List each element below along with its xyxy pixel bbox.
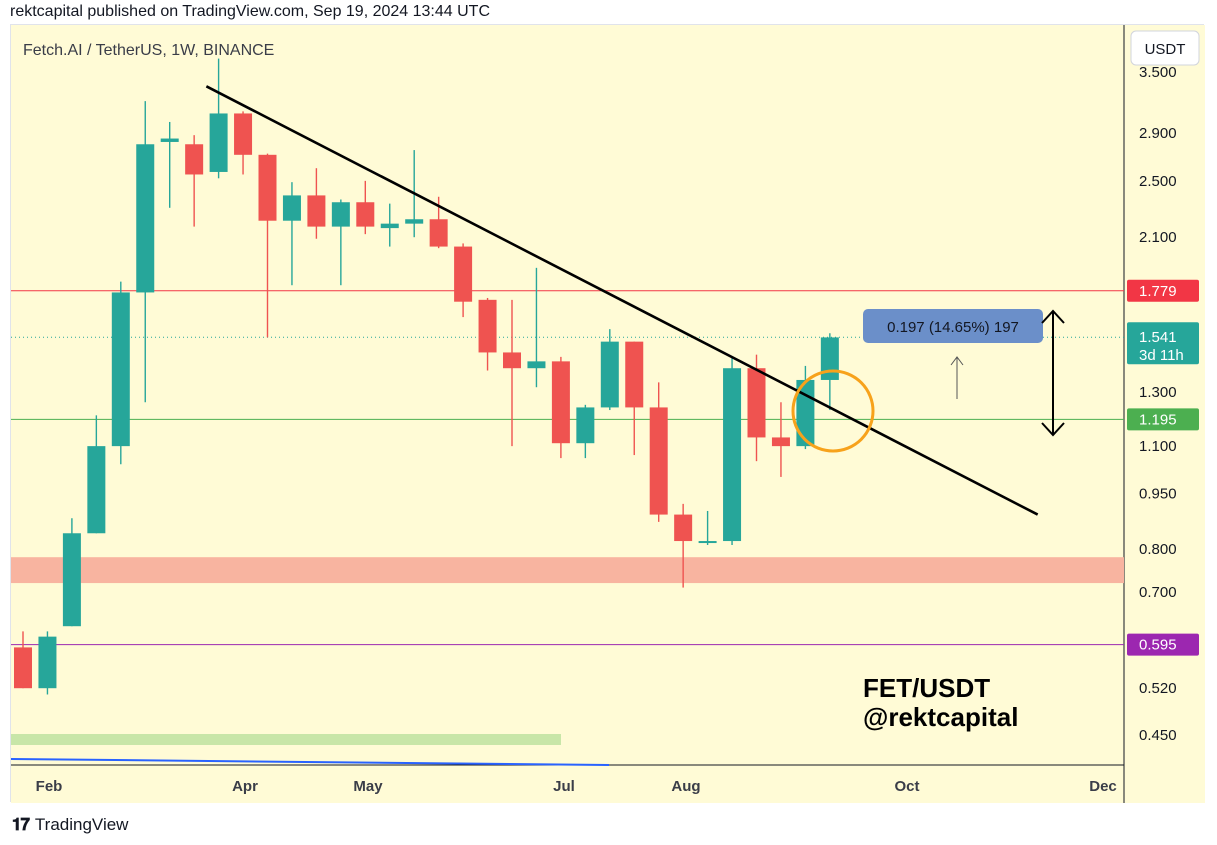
measure-arrow-down-head [1041, 422, 1065, 437]
measure-label: 0.197 (14.65%) 197 [887, 319, 1019, 336]
candle-body-bull[interactable] [820, 337, 839, 380]
candle-body-bear[interactable] [356, 202, 375, 227]
candle-body-bull[interactable] [209, 113, 228, 172]
candle-body-bull[interactable] [576, 407, 595, 444]
price-tick-label: 0.950 [1139, 485, 1177, 502]
price-tick-label: 1.300 [1139, 384, 1177, 401]
countdown-label: 3d 11h [1139, 347, 1184, 364]
breakout-circle [791, 369, 875, 453]
tradingview-logo-icon: 𝟏𝟕 [12, 815, 30, 834]
level-label: 1.779 [1139, 283, 1177, 300]
candle-body-bull[interactable] [600, 341, 619, 408]
tradingview-brand: TradingView [34, 815, 129, 834]
price-tick-label: 0.520 [1139, 680, 1177, 697]
candle-body-bull[interactable] [160, 138, 179, 142]
candle-body-bull[interactable] [62, 533, 81, 627]
candle-body-bull[interactable] [331, 202, 350, 227]
candle-body-bear[interactable] [429, 219, 448, 247]
time-tick-label: Aug [671, 778, 700, 795]
time-tick-label: Feb [36, 778, 63, 795]
time-tick-label: Dec [1089, 778, 1117, 795]
price-chart[interactable]: 0.197 (14.65%) 197 Fetch.AI / TetherUS, 1… [11, 25, 1205, 803]
currency-button[interactable] [1130, 30, 1200, 66]
candle-body-bear[interactable] [307, 195, 326, 227]
thin-up-arrow-head [950, 356, 964, 366]
candle-body-bull[interactable] [111, 292, 130, 447]
watermark-pair: FET/USDT [863, 673, 990, 703]
candle-body-bull[interactable] [87, 446, 106, 534]
candle-body-bear[interactable] [674, 514, 693, 542]
time-tick-label: Apr [232, 778, 258, 795]
level-label-bg [1127, 279, 1199, 302]
last-price-label-bg [1127, 322, 1199, 365]
candle-body-bull[interactable] [698, 541, 717, 544]
price-tick-label: 1.100 [1139, 438, 1177, 455]
support-zone [11, 557, 1124, 584]
green-overlay-bar [11, 734, 561, 745]
candle-body-bear[interactable] [747, 368, 766, 438]
price-tick-label: 2.100 [1139, 229, 1177, 246]
candle-body-bull[interactable] [38, 636, 57, 689]
candle-body-bull[interactable] [723, 368, 742, 542]
price-tick-label: 2.900 [1139, 125, 1177, 142]
candle-body-bear[interactable] [771, 437, 790, 447]
candle-body-bear[interactable] [234, 113, 253, 155]
candle-body-bull[interactable] [136, 144, 155, 293]
price-tick-label: 2.500 [1139, 173, 1177, 190]
last-price-label: 1.541 [1139, 329, 1177, 346]
level-label-bg [1127, 408, 1199, 431]
price-tick-label: 0.700 [1139, 584, 1177, 601]
candle-body-bull[interactable] [282, 195, 301, 221]
price-tick-label: 0.800 [1139, 541, 1177, 558]
time-axis-background [11, 765, 1124, 803]
time-tick-label: May [353, 778, 383, 795]
time-tick-label: Oct [894, 778, 919, 795]
chart-frame[interactable]: 0.197 (14.65%) 197 Fetch.AI / TetherUS, 1… [10, 24, 1205, 803]
candle-body-bear[interactable] [625, 341, 644, 408]
price-tick-label: 3.500 [1139, 64, 1177, 81]
level-label: 1.195 [1139, 411, 1177, 428]
candle-body-bear[interactable] [185, 144, 204, 175]
publisher-header: rektcapital published on TradingView.com… [10, 3, 490, 20]
candle-body-bear[interactable] [454, 246, 473, 302]
blue-overlay-line [11, 758, 610, 766]
candle-body-bear[interactable] [503, 352, 521, 369]
candle-body-bull[interactable] [380, 223, 399, 229]
candle-body-bull[interactable] [527, 361, 546, 369]
tradingview-footer[interactable]: 𝟏𝟕 TradingView [12, 815, 128, 835]
candle-body-bear[interactable] [258, 154, 277, 221]
trendline[interactable] [205, 85, 1039, 516]
watermark-author: @rektcapital [863, 702, 1018, 732]
chart-title: Fetch.AI / TetherUS, 1W, BINANCE [23, 42, 274, 59]
currency-button-label: USDT [1145, 41, 1186, 58]
candle-body-bear[interactable] [649, 407, 668, 515]
candle-body-bear[interactable] [478, 299, 497, 353]
time-tick-label: Jul [553, 778, 575, 795]
candle-body-bear[interactable] [14, 647, 32, 689]
measure-arrow-up-head [1041, 309, 1065, 324]
candle-body-bear[interactable] [551, 361, 570, 444]
level-label: 0.595 [1139, 637, 1177, 654]
level-label-bg [1127, 633, 1199, 656]
price-tick-label: 0.450 [1139, 727, 1177, 744]
candle-body-bull[interactable] [405, 219, 424, 224]
measure-box [863, 309, 1043, 343]
